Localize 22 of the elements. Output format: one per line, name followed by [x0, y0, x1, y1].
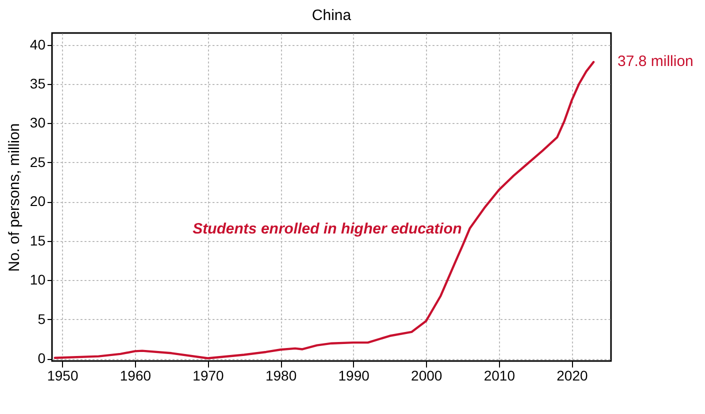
y-tick-label: 35: [30, 76, 46, 92]
y-axis-title: No. of persons, million: [6, 123, 23, 272]
x-tick-label: 1950: [47, 368, 78, 384]
y-tick-label: 40: [30, 36, 46, 52]
x-tick-label: 1970: [192, 368, 224, 384]
x-tick-label: 2000: [411, 368, 442, 384]
chart-title: China: [312, 7, 352, 24]
x-tick-label: 2020: [556, 368, 588, 384]
y-tick-label: 10: [30, 272, 46, 288]
y-tick-label: 25: [30, 154, 46, 170]
series-label: Students enrolled in higher education: [192, 220, 462, 238]
x-tick-label: 1980: [265, 368, 297, 384]
x-tick-label: 1990: [338, 368, 370, 384]
y-tick-label: 0: [38, 350, 46, 366]
x-tick-label: 2010: [484, 368, 516, 384]
y-tick-label: 30: [30, 114, 46, 131]
y-tick-label: 20: [30, 193, 46, 210]
x-tick-label: 1960: [120, 368, 152, 384]
line-series: [54, 60, 595, 360]
annotation: 37.8 million: [618, 53, 694, 70]
y-tick-label: 5: [38, 310, 46, 327]
y-tick-label: 15: [30, 232, 46, 248]
